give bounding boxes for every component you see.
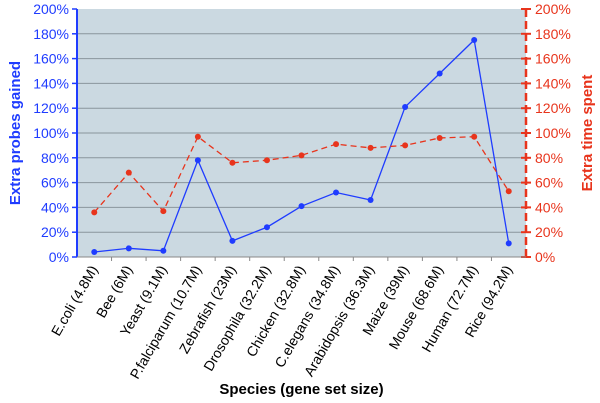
data-point: [436, 70, 443, 77]
y-tick-label-right: 120%: [535, 100, 571, 116]
data-point: [229, 159, 236, 166]
y-tick-label-left: 180%: [33, 26, 69, 42]
data-point: [367, 144, 374, 151]
y-tick-label-left: 20%: [41, 224, 69, 240]
y-tick-label-left: 100%: [33, 125, 69, 141]
y-tick-label-left: 200%: [33, 1, 69, 17]
y-tick-label-right: 80%: [535, 150, 563, 166]
data-point: [125, 169, 132, 176]
y-tick-label-left: 80%: [41, 150, 69, 166]
data-point: [298, 152, 305, 159]
y-tick-label-right: 40%: [535, 199, 563, 215]
data-point: [471, 133, 478, 140]
data-point: [229, 237, 236, 244]
data-point: [367, 196, 374, 203]
data-point: [333, 141, 340, 148]
data-point: [436, 134, 443, 141]
data-point: [91, 209, 98, 216]
y-tick-label-left: 60%: [41, 175, 69, 191]
y-tick-label-right: 20%: [535, 224, 563, 240]
data-point: [263, 224, 270, 231]
data-point: [263, 157, 270, 164]
y-tick-label-left: 0%: [49, 249, 69, 265]
data-point: [194, 157, 201, 164]
data-point: [160, 208, 167, 215]
data-point: [91, 249, 98, 256]
x-axis-label: Species (gene set size): [219, 381, 383, 398]
y-tick-label-right: 0%: [535, 249, 555, 265]
y-tick-label-right: 60%: [535, 175, 563, 191]
y-tick-label-left: 40%: [41, 199, 69, 215]
data-point: [505, 188, 512, 195]
data-point: [194, 133, 201, 140]
y-tick-label-right: 140%: [535, 75, 571, 91]
data-point: [125, 245, 132, 252]
data-point: [160, 247, 167, 254]
y-tick-label-right: 180%: [535, 26, 571, 42]
y-tick-label-left: 140%: [33, 75, 69, 91]
data-point: [402, 142, 409, 149]
y-axis-label-right: Extra time spent: [579, 75, 596, 192]
y-tick-label-right: 200%: [535, 1, 571, 17]
data-point: [402, 103, 409, 110]
x-tick-label: E.coli (4.8M): [48, 263, 101, 339]
y-axis-label-left: Extra probes gained: [7, 61, 24, 205]
y-tick-label-left: 160%: [33, 51, 69, 67]
y-tick-label-right: 100%: [535, 125, 571, 141]
data-point: [505, 240, 512, 247]
data-point: [333, 189, 340, 196]
data-point: [471, 37, 478, 43]
y-tick-label-left: 120%: [33, 100, 69, 116]
y-tick-label-right: 160%: [535, 51, 571, 67]
data-point: [298, 203, 305, 210]
